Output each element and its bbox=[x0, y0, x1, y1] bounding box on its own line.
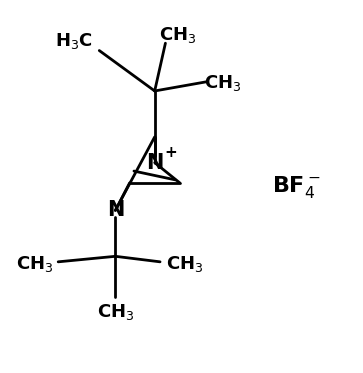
Text: CH$_3$: CH$_3$ bbox=[97, 302, 134, 322]
Text: +: + bbox=[164, 145, 177, 160]
Text: N: N bbox=[146, 153, 163, 173]
Text: CH$_3$: CH$_3$ bbox=[16, 254, 54, 274]
Text: N: N bbox=[107, 200, 124, 220]
Text: BF$_4^-$: BF$_4^-$ bbox=[272, 173, 320, 200]
Text: H$_3$C: H$_3$C bbox=[55, 31, 93, 51]
Text: CH$_3$: CH$_3$ bbox=[159, 25, 197, 45]
Text: CH$_3$: CH$_3$ bbox=[166, 254, 204, 274]
Text: CH$_3$: CH$_3$ bbox=[204, 73, 241, 93]
